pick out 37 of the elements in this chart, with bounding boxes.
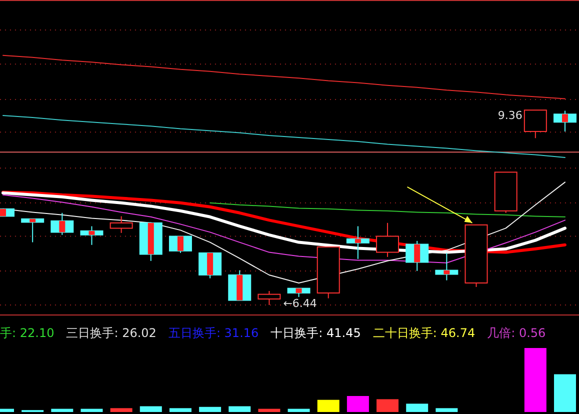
bar [110, 408, 132, 412]
candlestick [50, 212, 74, 236]
bar [524, 348, 546, 412]
candlestick [435, 252, 458, 281]
bar [376, 399, 399, 412]
text: 手: 22.10 [0, 326, 54, 340]
candlestick [406, 240, 429, 272]
candlestick [554, 110, 576, 132]
text: 几倍: 0.56 [487, 326, 546, 340]
bar [288, 408, 310, 412]
bar [258, 408, 280, 412]
candlestick [168, 236, 192, 254]
annotation: 9.36 [498, 109, 522, 122]
annotation: ←6.44 [283, 296, 317, 310]
bar [317, 400, 340, 412]
candlestick [198, 252, 222, 279]
bar [199, 406, 222, 412]
bar [228, 406, 251, 412]
bar [436, 408, 458, 412]
candlestick [376, 222, 400, 258]
bar [169, 408, 192, 412]
candlestick [21, 218, 44, 243]
candlestick [524, 110, 547, 139]
bar [140, 406, 162, 412]
candlestick [346, 226, 370, 260]
bar [51, 408, 74, 412]
candlestick [110, 216, 133, 234]
text: 五日换手: 31.16 [168, 326, 259, 340]
bar [346, 396, 369, 412]
candlestick [258, 290, 281, 306]
text: 二十日换手: 46.74 [372, 326, 476, 340]
bar [80, 408, 103, 412]
text: 十日换手: 41.45 [270, 326, 361, 340]
bar [406, 404, 428, 412]
text: 三日换手: 26.02 [66, 326, 156, 340]
candlestick [80, 226, 104, 246]
bar [554, 374, 576, 412]
